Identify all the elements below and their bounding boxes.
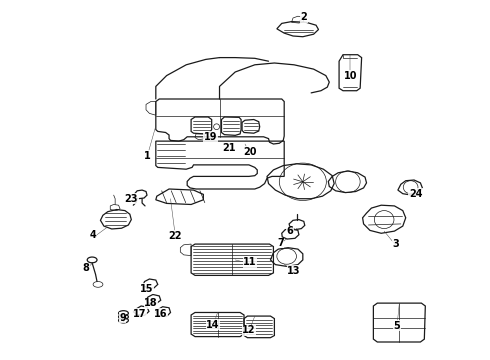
Text: 15: 15	[140, 284, 154, 294]
Text: 19: 19	[204, 132, 218, 142]
Text: 4: 4	[90, 230, 97, 240]
Text: 2: 2	[300, 12, 307, 22]
Text: 5: 5	[393, 321, 400, 331]
Text: 14: 14	[206, 320, 220, 330]
Text: 21: 21	[222, 143, 236, 153]
Text: 17: 17	[133, 309, 147, 319]
Text: 10: 10	[343, 71, 357, 81]
Text: 18: 18	[144, 298, 158, 308]
Text: 22: 22	[169, 231, 182, 241]
Text: 1: 1	[144, 150, 150, 161]
Text: 11: 11	[243, 257, 257, 267]
Text: 23: 23	[124, 194, 138, 204]
Text: 12: 12	[242, 325, 256, 336]
Text: 13: 13	[287, 266, 301, 276]
Text: 8: 8	[82, 263, 89, 273]
Text: 16: 16	[154, 309, 168, 319]
Text: 7: 7	[277, 238, 284, 248]
Text: 9: 9	[119, 312, 126, 323]
Text: 20: 20	[243, 147, 257, 157]
Text: 6: 6	[287, 226, 294, 236]
Text: 3: 3	[392, 239, 399, 249]
Text: 24: 24	[409, 189, 422, 199]
